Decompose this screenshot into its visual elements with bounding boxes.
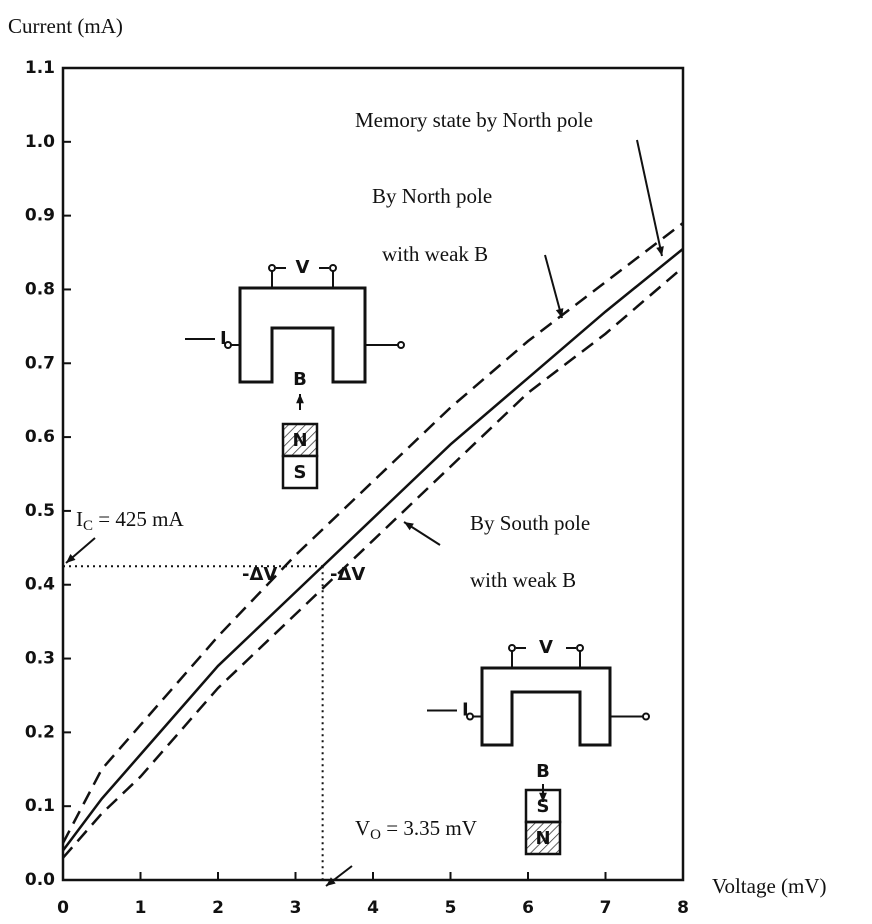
annotation: IC = 425 mA (76, 507, 184, 535)
x-tick-label: 4 (367, 898, 379, 918)
annotation: with weak B (470, 568, 576, 592)
bridge (238, 286, 367, 384)
circuit-diagram: V I B NS (185, 257, 405, 490)
pole-label: N (535, 828, 550, 849)
magnet-top (524, 788, 562, 824)
bridge (480, 666, 612, 747)
annotation-sub: O (370, 827, 381, 843)
data-line (62, 266, 684, 859)
field-label: B (293, 369, 307, 390)
x-tick-label: 6 (522, 898, 534, 918)
arrow-head (656, 246, 664, 256)
y-tick-label: 0.8 (25, 279, 55, 299)
arrow-head (296, 394, 304, 404)
magnet-bottom (281, 454, 319, 490)
y-tick-label: 0.0 (25, 870, 55, 890)
data-line (61, 222, 684, 844)
annotation-part: I (76, 507, 83, 531)
data-line (61, 247, 684, 852)
y-axis-label: Current (mA) (8, 14, 123, 38)
x-tick-label: 5 (445, 898, 457, 918)
x-tick-label: 7 (600, 898, 612, 918)
annotation-part: V (355, 816, 370, 840)
voltage-label: V (539, 637, 553, 658)
x-axis-label: Voltage (mV) (712, 874, 827, 898)
x-tick-label: 3 (290, 898, 302, 918)
magnet-bottom (524, 820, 562, 856)
y-tick-label: 0.3 (25, 649, 55, 669)
annotation: VO = 3.35 mV (355, 816, 477, 844)
y-tick-label: 1.1 (25, 58, 55, 78)
current-label: I (462, 700, 469, 721)
annotation-part: = 425 mA (93, 507, 184, 531)
pole-label: S (294, 462, 307, 483)
annotation: By North pole (372, 184, 492, 208)
arrow (544, 254, 563, 319)
arrow-head (326, 877, 336, 886)
terminal (508, 644, 516, 652)
terminal (329, 264, 337, 272)
y-tick-label: 0.4 (25, 575, 55, 595)
pole-label: N (292, 430, 307, 451)
y-tick-label: 0.7 (25, 353, 55, 373)
current-label: I (220, 328, 227, 349)
voltage-label: V (296, 257, 310, 278)
circuit-diagram: V I BSN (427, 637, 650, 856)
terminal (576, 644, 584, 652)
arrow-head (66, 554, 76, 563)
annotation-sub: C (83, 518, 93, 534)
annotation: with weak B (382, 242, 488, 266)
arrow-head (539, 792, 547, 802)
terminal (642, 712, 650, 721)
y-tick-label: 0.9 (25, 206, 55, 226)
y-tick-label: 0.2 (25, 722, 55, 742)
x-tick-label: 0 (57, 898, 69, 918)
arrow-head (555, 308, 564, 318)
y-tick-label: 0.5 (25, 501, 55, 521)
arrow-head (404, 522, 414, 531)
y-tick-label: 0.6 (25, 427, 55, 447)
x-tick-label: 1 (135, 898, 147, 918)
arrow (636, 139, 663, 257)
terminal (466, 712, 474, 721)
x-tick-label: 2 (212, 898, 224, 918)
magnet-top (281, 422, 319, 458)
terminal (397, 341, 405, 349)
y-tick-label: 0.1 (25, 796, 55, 816)
annotation-part: = 3.35 mV (381, 816, 477, 840)
y-tick-label: 1.0 (25, 132, 55, 152)
annotation: -ΔV (242, 564, 277, 585)
annotation: Memory state by North pole (355, 108, 593, 132)
x-tick-label: 8 (677, 898, 689, 918)
pole-label: S (537, 796, 550, 817)
terminal (224, 341, 232, 349)
field-label: B (536, 761, 550, 782)
annotation: -ΔV (330, 564, 365, 585)
terminal (268, 264, 276, 272)
annotation: By South pole (470, 511, 590, 535)
